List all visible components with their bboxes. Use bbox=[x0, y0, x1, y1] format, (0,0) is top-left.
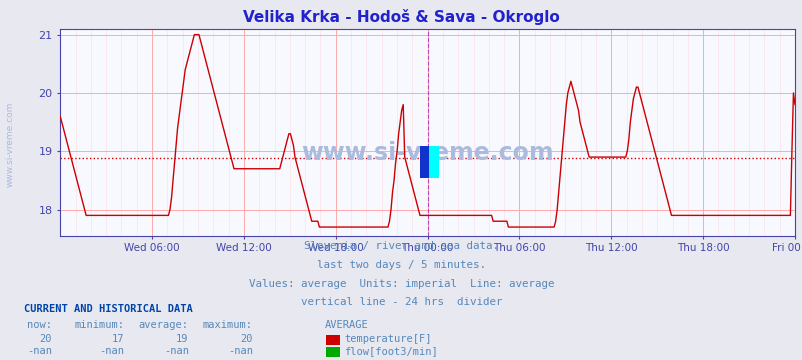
Text: 20: 20 bbox=[39, 334, 52, 344]
Text: -nan: -nan bbox=[27, 346, 52, 356]
Text: Slovenia / river and sea data.: Slovenia / river and sea data. bbox=[304, 241, 498, 251]
Text: Values: average  Units: imperial  Line: average: Values: average Units: imperial Line: av… bbox=[249, 279, 553, 289]
Text: now:: now: bbox=[27, 320, 52, 330]
Bar bbox=[419, 146, 439, 178]
Text: temperature[F]: temperature[F] bbox=[344, 334, 431, 344]
Text: maximum:: maximum: bbox=[203, 320, 253, 330]
Text: -nan: -nan bbox=[99, 346, 124, 356]
Text: 17: 17 bbox=[111, 334, 124, 344]
Text: minimum:: minimum: bbox=[75, 320, 124, 330]
Text: vertical line - 24 hrs  divider: vertical line - 24 hrs divider bbox=[301, 297, 501, 307]
Text: AVERAGE: AVERAGE bbox=[325, 320, 368, 330]
Text: 20: 20 bbox=[240, 334, 253, 344]
Text: flow[foot3/min]: flow[foot3/min] bbox=[344, 346, 438, 356]
Text: -nan: -nan bbox=[228, 346, 253, 356]
Text: 19: 19 bbox=[176, 334, 188, 344]
Text: CURRENT AND HISTORICAL DATA: CURRENT AND HISTORICAL DATA bbox=[24, 304, 192, 314]
Text: last two days / 5 minutes.: last two days / 5 minutes. bbox=[317, 260, 485, 270]
Bar bbox=[419, 146, 428, 178]
Text: Velika Krka - Hodoš & Sava - Okroglo: Velika Krka - Hodoš & Sava - Okroglo bbox=[243, 9, 559, 25]
Text: www.si-vreme.com: www.si-vreme.com bbox=[5, 101, 14, 187]
Text: -nan: -nan bbox=[164, 346, 188, 356]
Text: average:: average: bbox=[139, 320, 188, 330]
Bar bbox=[428, 146, 439, 178]
Text: www.si-vreme.com: www.si-vreme.com bbox=[301, 141, 553, 165]
